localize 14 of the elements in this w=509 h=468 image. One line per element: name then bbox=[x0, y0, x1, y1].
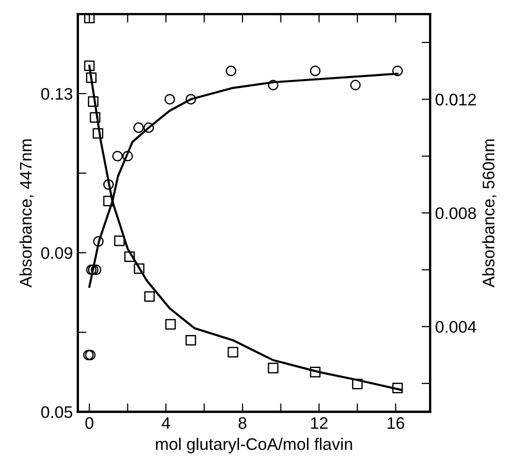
y2-axis-title: Absorbance, 560nm bbox=[482, 139, 496, 288]
y2-tick-label: 0.008 bbox=[436, 207, 476, 220]
x-tick-label: 16 bbox=[388, 417, 404, 429]
y-axis-title: Absorbance, 447nm bbox=[19, 139, 34, 288]
x-tick-label: 12 bbox=[311, 417, 328, 429]
x-axis-title: mol glutaryl-CoA/mol flavin bbox=[156, 438, 352, 454]
x-tick-label: 4 bbox=[162, 417, 170, 429]
y2-tick-label: 0.012 bbox=[436, 94, 476, 106]
x-tick-label: 0 bbox=[85, 417, 94, 429]
x-tick-label: 8 bbox=[238, 417, 246, 429]
y-tick-label: 0.13 bbox=[41, 88, 72, 100]
y2-tick-label: 0.004 bbox=[436, 321, 476, 333]
y-tick-label: 0.05 bbox=[41, 406, 72, 418]
y-tick-label: 0.09 bbox=[41, 247, 72, 259]
